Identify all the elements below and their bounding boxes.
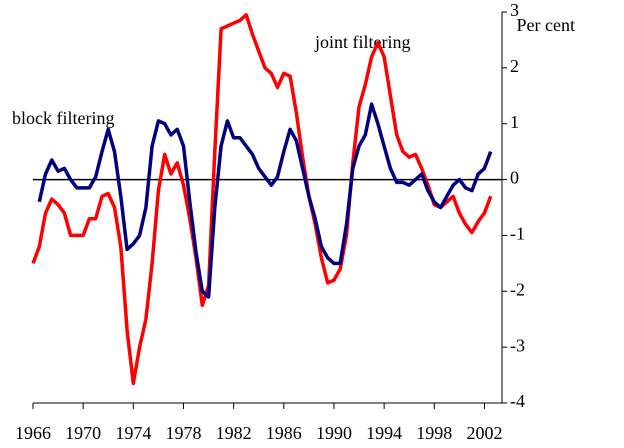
- series-line: [37, 102, 493, 299]
- x-tick-label: 1990: [316, 423, 352, 443]
- x-tick-label: 1974: [115, 423, 151, 443]
- x-tick-label: 1978: [165, 423, 201, 443]
- series-line: [31, 13, 493, 386]
- y-tick-label: -2: [510, 279, 525, 299]
- y-tick-label: 2: [510, 56, 519, 76]
- y-tick-label: 3: [510, 0, 519, 20]
- series-label: block filtering: [12, 108, 114, 128]
- x-tick-label: 2002: [466, 423, 502, 443]
- y-tick-label: -1: [510, 224, 525, 244]
- x-tick-label: 1982: [216, 423, 252, 443]
- x-tick-label: 1986: [266, 423, 302, 443]
- y-tick-label: -3: [510, 335, 525, 355]
- y-tick-label: 1: [510, 112, 519, 132]
- series-label: joint filtering: [314, 32, 410, 52]
- x-tick-label: 1966: [15, 423, 51, 443]
- unit-label: Per cent: [517, 15, 575, 35]
- y-tick-label: 0: [510, 168, 519, 188]
- y-tick-label: -4: [510, 391, 525, 411]
- x-tick-label: 1998: [416, 423, 452, 443]
- x-tick-label: 1970: [65, 423, 101, 443]
- x-tick-label: 1994: [366, 423, 402, 443]
